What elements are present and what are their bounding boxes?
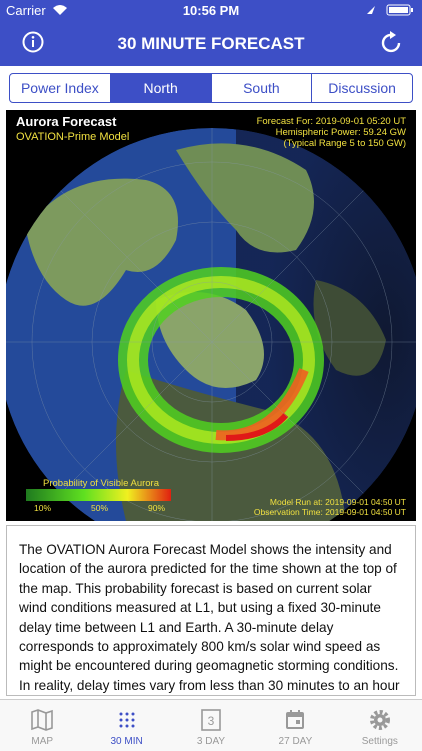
observation-time: Observation Time: 2019-09-01 04:50 UT (254, 507, 406, 517)
segment[interactable]: South (210, 74, 312, 102)
segment[interactable]: Discussion (311, 74, 412, 102)
clock: 10:56 PM (182, 3, 240, 18)
tab-label: MAP (31, 736, 54, 747)
map-title: Aurora Forecast (16, 114, 117, 129)
legend-title: Probability of Visible Aurora (43, 478, 160, 489)
legend-colorbar (26, 489, 171, 501)
tab-label: 3 DAY (196, 736, 226, 747)
calendar-icon (286, 710, 305, 729)
segment-selected[interactable]: North (109, 74, 211, 102)
typical-range: (Typical Range 5 to 150 GW) (284, 138, 407, 149)
legend-tick: 10% (34, 503, 51, 513)
hemispheric-power: Hemispheric Power: 59.24 GW (276, 127, 406, 138)
tab[interactable]: 27 DAY (253, 700, 337, 751)
grid-icon (119, 712, 135, 728)
nav-bar: 30 MINUTE FORECAST (0, 20, 422, 66)
carrier: Carrier (6, 3, 46, 18)
tab-selected[interactable]: 30 MIN (84, 700, 168, 751)
status-bar: Carrier 10:56 PM (0, 0, 422, 20)
aurora-map: Aurora Forecast OVATION-Prime Model Fore… (6, 110, 416, 521)
description: The OVATION Aurora Forecast Model shows … (6, 525, 416, 696)
globe (6, 128, 416, 521)
tab-bar: MAP 30 MIN 3 3 DAY 27 DAY Settings (0, 699, 422, 751)
legend-tick: 90% (148, 503, 165, 513)
day-icon: 3 (201, 709, 221, 731)
segment[interactable]: Power Index (20, 80, 99, 96)
icon-text: 3 (208, 714, 215, 728)
nav-title: 30 MINUTE FORECAST (117, 34, 305, 53)
map-model: OVATION-Prime Model (16, 131, 129, 143)
info-button[interactable] (22, 31, 44, 53)
tab-label: 30 MIN (110, 736, 143, 747)
model-run: Model Run at: 2019-09-01 04:50 UT (270, 497, 406, 507)
forecast-time: Forecast For: 2019-09-01 05:20 UT (257, 116, 407, 127)
tab[interactable]: Settings (338, 700, 422, 751)
gear-icon (369, 710, 390, 730)
wifi-icon (53, 5, 67, 15)
segmented-control: Power Index North South Discussion (9, 73, 413, 103)
tab[interactable]: MAP (0, 700, 84, 751)
refresh-button[interactable] (380, 30, 404, 54)
tab-label: 27 DAY (278, 736, 313, 747)
battery-icon (367, 4, 413, 16)
tab[interactable]: 3 3 DAY (169, 700, 253, 751)
tab-label: Settings (361, 736, 398, 747)
legend-tick: 50% (91, 503, 108, 513)
map-icon (31, 709, 54, 731)
